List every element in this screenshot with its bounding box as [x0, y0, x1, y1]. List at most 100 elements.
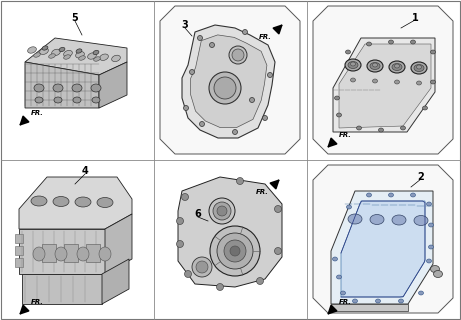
Ellipse shape [367, 60, 383, 72]
Ellipse shape [262, 116, 267, 121]
Text: 2: 2 [418, 172, 425, 182]
Ellipse shape [79, 56, 85, 60]
Polygon shape [331, 304, 408, 311]
Ellipse shape [64, 50, 72, 57]
Ellipse shape [426, 202, 431, 206]
Ellipse shape [256, 277, 264, 284]
Ellipse shape [398, 299, 403, 303]
Ellipse shape [72, 84, 82, 92]
Polygon shape [182, 25, 275, 138]
Polygon shape [191, 35, 267, 128]
Ellipse shape [53, 196, 69, 206]
Ellipse shape [28, 47, 36, 53]
Ellipse shape [224, 240, 246, 262]
Ellipse shape [177, 241, 183, 247]
Ellipse shape [411, 62, 427, 74]
Ellipse shape [100, 54, 108, 60]
Ellipse shape [395, 64, 400, 68]
Ellipse shape [426, 259, 431, 263]
Ellipse shape [209, 72, 241, 104]
Ellipse shape [34, 53, 41, 57]
Ellipse shape [76, 49, 82, 53]
Ellipse shape [53, 84, 63, 92]
Bar [15, 234, 23, 243]
Ellipse shape [33, 247, 45, 261]
Ellipse shape [395, 80, 400, 84]
Ellipse shape [200, 122, 205, 126]
Ellipse shape [183, 106, 189, 110]
Ellipse shape [209, 198, 235, 224]
Ellipse shape [213, 202, 231, 220]
Ellipse shape [232, 49, 244, 61]
Polygon shape [313, 6, 453, 154]
Ellipse shape [236, 178, 243, 185]
Polygon shape [22, 274, 102, 304]
Ellipse shape [73, 97, 81, 103]
Ellipse shape [348, 214, 362, 224]
Ellipse shape [378, 128, 384, 132]
Text: FR.: FR. [30, 110, 43, 116]
Polygon shape [25, 62, 99, 108]
Ellipse shape [419, 291, 424, 295]
Ellipse shape [337, 275, 342, 279]
Ellipse shape [389, 40, 394, 44]
Ellipse shape [184, 270, 191, 277]
Ellipse shape [196, 261, 208, 273]
Polygon shape [105, 214, 132, 274]
Ellipse shape [350, 62, 355, 66]
Ellipse shape [54, 97, 62, 103]
Ellipse shape [217, 206, 227, 216]
Ellipse shape [182, 194, 189, 201]
Ellipse shape [112, 55, 120, 62]
Ellipse shape [35, 97, 43, 103]
Polygon shape [341, 201, 425, 297]
Ellipse shape [40, 48, 48, 54]
Ellipse shape [389, 61, 405, 73]
Ellipse shape [410, 193, 415, 197]
Bar [42, 244, 56, 262]
Ellipse shape [429, 245, 433, 249]
Ellipse shape [209, 43, 214, 47]
Polygon shape [333, 38, 435, 132]
Ellipse shape [335, 96, 339, 100]
Ellipse shape [230, 246, 240, 256]
Ellipse shape [366, 42, 372, 46]
Ellipse shape [192, 257, 212, 277]
Ellipse shape [370, 62, 380, 69]
Ellipse shape [429, 223, 433, 227]
Polygon shape [19, 177, 132, 229]
Ellipse shape [214, 77, 236, 99]
Polygon shape [99, 62, 127, 108]
Ellipse shape [332, 257, 337, 261]
Polygon shape [102, 259, 129, 304]
Text: FR.: FR. [30, 299, 43, 305]
Polygon shape [313, 165, 453, 313]
Ellipse shape [348, 61, 358, 68]
Bar [64, 244, 78, 262]
Ellipse shape [356, 126, 361, 130]
Ellipse shape [370, 214, 384, 225]
Bar [86, 244, 100, 262]
Text: FR.: FR. [338, 132, 351, 138]
Ellipse shape [249, 98, 254, 102]
Ellipse shape [229, 46, 247, 64]
Text: FR.: FR. [259, 34, 272, 40]
Text: 4: 4 [82, 166, 89, 176]
Ellipse shape [64, 55, 71, 59]
Ellipse shape [76, 52, 84, 58]
Ellipse shape [431, 266, 439, 273]
Text: 3: 3 [182, 20, 189, 30]
Ellipse shape [392, 215, 406, 225]
Ellipse shape [414, 215, 428, 226]
Ellipse shape [350, 78, 355, 82]
Polygon shape [339, 44, 431, 128]
Ellipse shape [341, 291, 345, 295]
Ellipse shape [99, 247, 111, 261]
Ellipse shape [372, 79, 378, 83]
Ellipse shape [210, 226, 260, 276]
Polygon shape [178, 177, 282, 287]
Polygon shape [331, 191, 433, 304]
Ellipse shape [59, 47, 65, 52]
Ellipse shape [52, 49, 60, 56]
Ellipse shape [197, 36, 202, 41]
